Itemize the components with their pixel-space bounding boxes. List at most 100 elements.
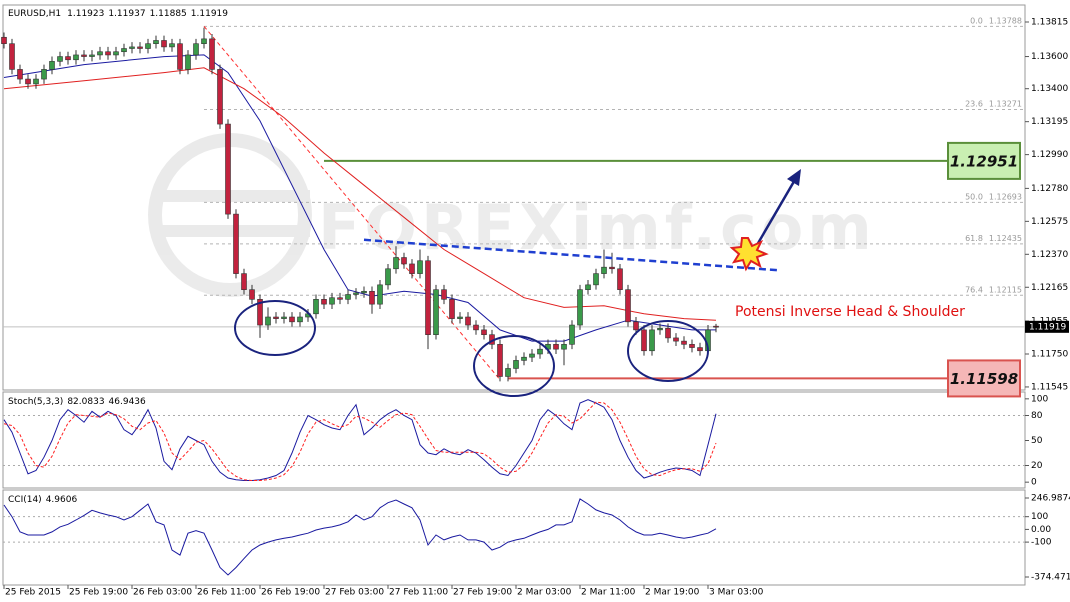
level-label: 1.11598 xyxy=(950,370,1018,388)
candle-body xyxy=(569,324,575,345)
indicator-line xyxy=(3,498,717,576)
price-panel xyxy=(2,4,1026,391)
candle-body xyxy=(633,321,639,331)
header-close: 1.11919 xyxy=(191,9,228,19)
candle-body xyxy=(201,38,207,44)
candle-body xyxy=(505,368,511,377)
candle-body xyxy=(345,294,351,300)
candle-body xyxy=(457,316,463,319)
y-tick-label: 246.9874 xyxy=(1031,494,1070,504)
y-tick-label: 1.12165 xyxy=(1031,283,1068,293)
fib-price: 1.12435 xyxy=(989,233,1022,242)
stoch-header: Stoch(5,3,3) 82.0833 46.9436 xyxy=(8,397,146,407)
candle-body xyxy=(393,257,399,270)
level-box xyxy=(947,141,1021,180)
candle-body xyxy=(217,69,223,125)
candle-body xyxy=(585,284,591,290)
candle-body xyxy=(577,289,583,326)
trendline xyxy=(363,238,781,272)
candle-body xyxy=(513,360,519,369)
candle-body xyxy=(257,299,263,326)
candle-body xyxy=(49,61,55,70)
candle-body xyxy=(529,353,535,358)
indicator-line xyxy=(3,399,717,481)
y-tick-label: 100 xyxy=(1031,512,1048,522)
candle-body xyxy=(65,56,71,61)
y-tick-label: 1.12780 xyxy=(1031,184,1068,194)
y-tick-label: 1.12990 xyxy=(1031,150,1068,160)
candle-body xyxy=(665,327,671,339)
y-tick-label: -374.4715 xyxy=(1031,573,1070,583)
breakout-burst xyxy=(729,237,769,272)
candle-body xyxy=(673,337,679,342)
y-tick-label: 1.13815 xyxy=(1031,17,1068,27)
candle-body xyxy=(553,344,559,350)
x-tick-label: 2 Mar 19:00 xyxy=(645,588,700,598)
fib-price: 1.13788 xyxy=(989,16,1022,25)
candle-body xyxy=(33,78,39,85)
candle-body xyxy=(449,299,455,319)
stoch-d: 46.9436 xyxy=(109,397,146,407)
candle-body xyxy=(473,324,479,331)
candle-body xyxy=(409,263,415,274)
cci-panel xyxy=(2,489,1026,586)
annotation: Potensi Inverse Head & Shoulder xyxy=(735,304,965,320)
level-box xyxy=(947,359,1021,398)
candle-body xyxy=(81,54,87,57)
candle-body xyxy=(361,290,367,294)
header-low: 1.11885 xyxy=(150,9,187,19)
symbol: EURUSD,H1 xyxy=(8,9,61,19)
candle-body xyxy=(225,123,231,215)
y-tick-label: 50 xyxy=(1031,436,1043,446)
candle-body xyxy=(209,38,215,70)
candle-body xyxy=(193,43,199,56)
y-tick-label: 1.11750 xyxy=(1031,349,1068,359)
candle-body xyxy=(609,266,615,270)
stoch-title: Stoch(5,3,3) xyxy=(8,397,63,407)
header-open: 1.11923 xyxy=(67,9,104,19)
candle-body xyxy=(1,36,7,44)
x-tick-label: 2 Mar 03:00 xyxy=(517,588,572,598)
y-tick-label: 1.12370 xyxy=(1031,250,1068,260)
candle-body xyxy=(281,316,287,319)
cci-value: 4.9606 xyxy=(46,495,78,505)
candle-body xyxy=(625,289,631,323)
cci-header: CCI(14) 4.9606 xyxy=(8,495,77,505)
fib-label: 0.0 1.13788 xyxy=(970,16,1022,25)
candle-body xyxy=(385,268,391,286)
fib-ratio: 0.0 xyxy=(970,16,983,25)
x-tick-label: 27 Feb 11:00 xyxy=(389,588,448,598)
candle-body xyxy=(97,51,103,56)
fib-label: 23.6 1.13271 xyxy=(965,99,1022,108)
indicator-line xyxy=(3,401,717,481)
candle-body xyxy=(9,43,15,70)
fib-price: 1.12693 xyxy=(989,192,1022,201)
candle-body xyxy=(681,340,687,345)
plot-layer: 1.13815 1.13600 1.13400 1.13195 1.12990 1.127… xyxy=(1,16,1070,598)
y-tick-label: -100 xyxy=(1031,538,1052,548)
candle-body xyxy=(337,297,343,300)
candle-body xyxy=(401,257,407,265)
candle-body xyxy=(241,273,247,290)
candle-body xyxy=(185,54,191,70)
x-tick-label: 26 Feb 03:00 xyxy=(133,588,192,598)
cci-title: CCI(14) xyxy=(8,495,42,505)
candle-body xyxy=(601,266,607,274)
x-tick-label: 2 Mar 11:00 xyxy=(581,588,636,598)
y-tick-label: 80 xyxy=(1031,411,1043,421)
watermark: FOREXimf.com xyxy=(318,191,876,264)
candle-body xyxy=(25,78,31,85)
candle-body xyxy=(297,316,303,323)
x-tick-label: 25 Feb 2015 xyxy=(5,588,61,598)
candle-body xyxy=(697,347,703,352)
fib-ratio: 23.6 xyxy=(965,99,983,108)
y-tick-label: 1.12575 xyxy=(1031,217,1068,227)
candle-body xyxy=(177,43,183,70)
fib-ratio: 76.4 xyxy=(965,285,983,294)
candle-body xyxy=(249,289,255,300)
price-header: EURUSD,H1 1.11923 1.11937 1.11885 1.11919 xyxy=(8,9,228,19)
stoch-k: 82.0833 xyxy=(67,397,104,407)
x-tick-label: 27 Feb 19:00 xyxy=(453,588,512,598)
